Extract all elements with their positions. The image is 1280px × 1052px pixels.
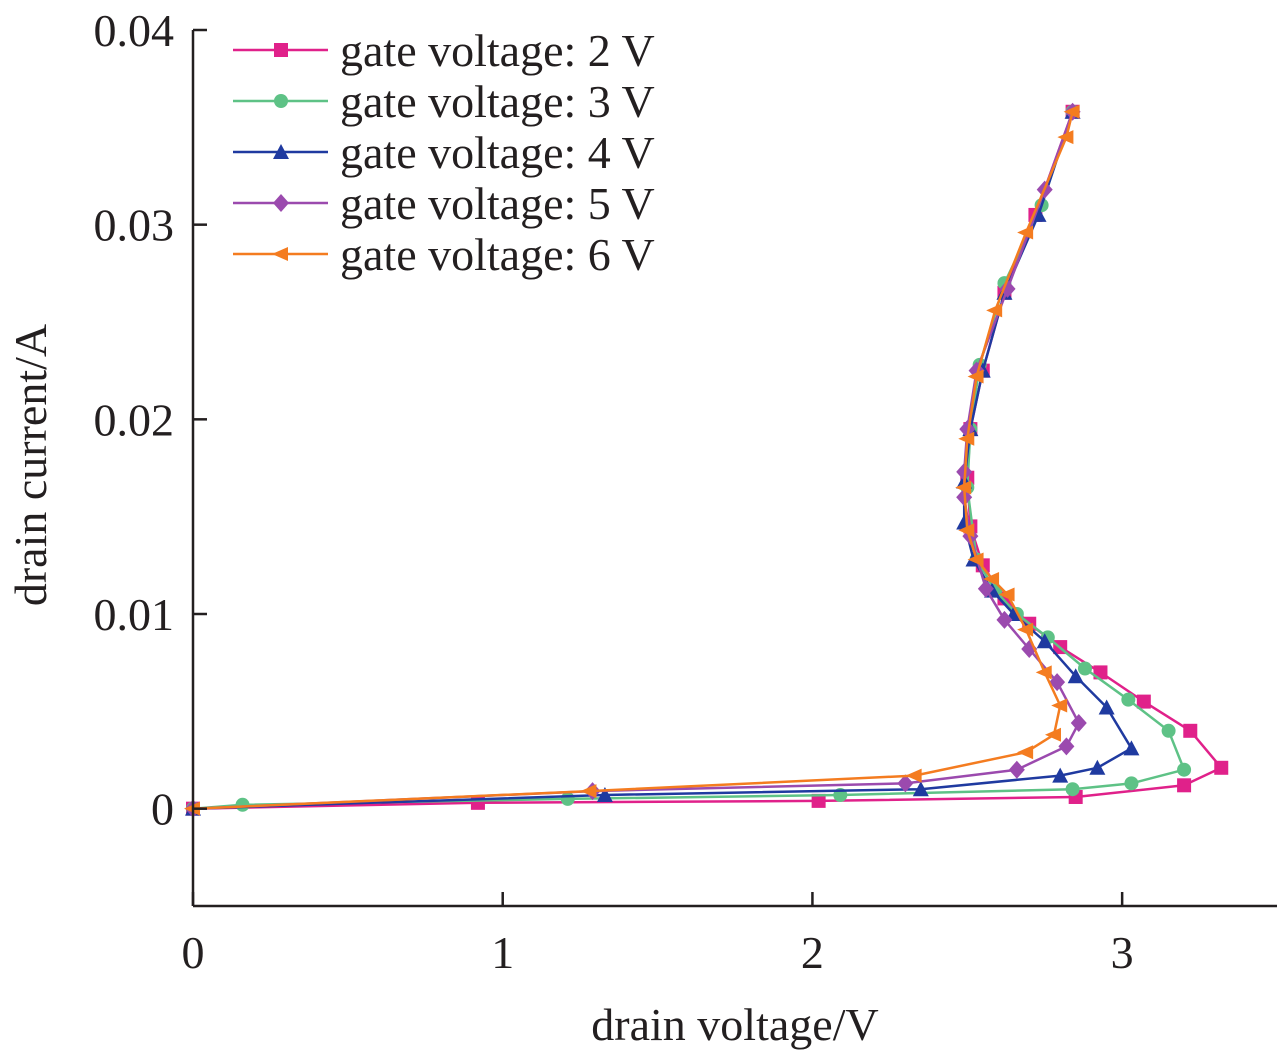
legend-item: gate voltage: 2 V xyxy=(233,25,655,76)
data-point xyxy=(1017,225,1034,240)
legend-item: gate voltage: 6 V xyxy=(233,229,655,280)
legend-marker xyxy=(273,194,289,212)
data-point xyxy=(596,787,613,803)
data-point xyxy=(1089,759,1106,775)
data-point xyxy=(1045,727,1062,742)
data-point xyxy=(977,579,994,598)
x-ticks: 0 1 2 3 xyxy=(182,892,1134,978)
data-point xyxy=(1070,714,1087,733)
data-point xyxy=(983,571,1000,586)
data-point xyxy=(1052,767,1069,783)
legend-marker xyxy=(274,43,288,57)
data-point xyxy=(1177,778,1192,793)
legend-label: gate voltage: 6 V xyxy=(340,229,655,280)
x-tick-label: 1 xyxy=(491,927,514,978)
data-point xyxy=(1183,723,1198,738)
data-point xyxy=(996,610,1013,629)
data-point xyxy=(1017,745,1034,760)
y-tick-label: 0.02 xyxy=(94,394,175,445)
series-line xyxy=(192,111,1133,810)
y-tick-label: 0.01 xyxy=(94,589,175,640)
series-5 xyxy=(184,104,1080,816)
y-tick-label: 0.04 xyxy=(94,5,175,56)
data-point xyxy=(1136,694,1151,709)
data-point xyxy=(1067,668,1084,684)
data-point xyxy=(999,279,1016,298)
y-ticks: 0 0.01 0.02 0.03 0.04 xyxy=(94,5,207,835)
data-point xyxy=(986,303,1003,318)
data-point xyxy=(1124,776,1139,791)
legend-item: gate voltage: 3 V xyxy=(233,76,655,127)
data-point xyxy=(1008,760,1025,779)
x-axis-title: drain voltage/V xyxy=(591,999,878,1050)
data-point xyxy=(1177,762,1192,777)
x-tick-label: 0 xyxy=(182,927,205,978)
legend-item: gate voltage: 5 V xyxy=(233,178,655,229)
data-point xyxy=(1161,723,1176,738)
data-point xyxy=(905,768,922,783)
data-point xyxy=(1077,661,1092,676)
data-point xyxy=(235,797,250,812)
series-3 xyxy=(185,103,1140,816)
legend-marker xyxy=(273,144,289,159)
data-point xyxy=(998,587,1015,602)
legend-label: gate voltage: 4 V xyxy=(340,127,655,178)
x-tick-label: 3 xyxy=(1111,927,1134,978)
x-tick-label: 2 xyxy=(801,927,824,978)
data-point xyxy=(1049,673,1066,692)
axes xyxy=(191,30,1277,908)
data-point xyxy=(967,369,984,384)
legend-label: gate voltage: 5 V xyxy=(340,178,655,229)
data-point xyxy=(958,523,975,538)
data-point xyxy=(1214,760,1229,775)
data-point xyxy=(811,793,826,808)
plot-lines xyxy=(184,102,1229,818)
data-point xyxy=(1063,104,1080,119)
data-point xyxy=(1065,782,1080,797)
data-point xyxy=(912,781,929,797)
legend-item: gate voltage: 4 V xyxy=(233,127,655,178)
data-point xyxy=(897,774,914,793)
data-point xyxy=(1121,692,1136,707)
y-tick-label: 0 xyxy=(151,784,174,835)
data-point xyxy=(1035,665,1052,680)
y-tick-label: 0.03 xyxy=(94,200,175,251)
data-point xyxy=(955,480,972,495)
data-point xyxy=(1017,622,1034,637)
data-point xyxy=(580,784,597,799)
legend-label: gate voltage: 3 V xyxy=(340,76,655,127)
data-point xyxy=(560,791,575,806)
y-axis-title: drain current/A xyxy=(5,324,56,606)
legend-label: gate voltage: 2 V xyxy=(340,25,655,76)
legend-marker xyxy=(272,247,288,261)
data-point xyxy=(1051,698,1068,713)
data-point xyxy=(967,552,984,567)
data-point xyxy=(1098,699,1115,715)
data-point xyxy=(1123,740,1140,756)
data-point xyxy=(1036,633,1053,649)
data-point xyxy=(1058,737,1075,756)
data-point xyxy=(958,431,975,446)
legend-marker xyxy=(274,94,288,108)
data-point xyxy=(1057,130,1074,145)
